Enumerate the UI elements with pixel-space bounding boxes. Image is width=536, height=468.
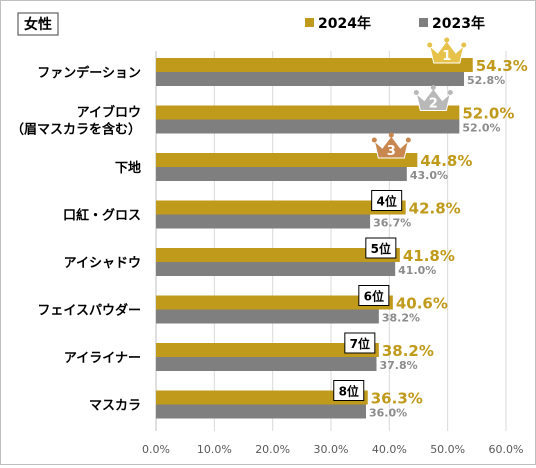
data-label-2023: 38.2% <box>382 312 420 325</box>
category-label: アイライナー <box>64 351 141 366</box>
category-label: 下地 <box>115 160 141 176</box>
crown-jewel <box>405 137 411 143</box>
x-tick-label: 0.0% <box>142 443 170 456</box>
rank-label: 2 <box>429 97 438 112</box>
category-label: マスカラ <box>89 399 141 414</box>
data-label-2023: 52.8% <box>467 74 505 87</box>
bar-2024 <box>156 343 379 357</box>
crown-jewel <box>461 42 467 48</box>
bar-2024 <box>156 105 460 120</box>
data-label-2024: 40.6% <box>396 295 448 313</box>
rank-label: 4位 <box>376 194 396 209</box>
bar-2024 <box>156 200 406 215</box>
crown-icon <box>428 40 465 64</box>
data-label-2024: 38.2% <box>382 342 434 360</box>
data-label-2024: 44.8% <box>420 152 472 170</box>
crown-jewel <box>427 42 433 48</box>
data-label-2023: 41.0% <box>398 264 436 277</box>
bar-2023 <box>156 72 464 86</box>
rank-label: 3 <box>387 144 396 159</box>
bar-2023 <box>156 167 407 181</box>
data-label-2023: 52.0% <box>462 122 500 135</box>
bar-2023 <box>156 119 460 134</box>
data-label-2023: 36.7% <box>373 217 411 230</box>
crown-jewel <box>371 137 377 143</box>
bar-2023 <box>156 404 366 419</box>
bar-2024 <box>156 390 368 405</box>
rank-label: 1 <box>442 49 451 64</box>
data-label-2024: 42.8% <box>409 200 461 218</box>
legend-label: 2024年 <box>318 15 371 32</box>
bar-2024 <box>156 295 393 310</box>
data-label-2024: 52.0% <box>462 105 514 123</box>
crown-icon <box>415 87 452 111</box>
bar-2023 <box>156 214 371 229</box>
rank-box <box>371 190 403 211</box>
data-label-2024: 36.3% <box>371 390 423 408</box>
crown-icon <box>373 135 410 159</box>
rank-box <box>333 380 365 401</box>
rank-box <box>358 285 390 306</box>
legend-swatch <box>305 18 314 27</box>
rank-box <box>365 237 397 259</box>
legend-label: 2023年 <box>432 15 485 32</box>
crown-jewel <box>430 85 436 90</box>
data-label-2024: 54.3% <box>476 57 528 75</box>
x-tick-label: 20.0% <box>255 443 290 456</box>
bar-2024 <box>156 58 473 72</box>
data-label-2024: 41.8% <box>403 247 455 265</box>
category-label: アイシャドウ <box>64 256 141 271</box>
title-box <box>17 12 59 36</box>
x-tick-label: 50.0% <box>430 443 465 456</box>
bar-2023 <box>156 357 377 371</box>
rank-box <box>344 332 376 354</box>
chart-title: 女性 <box>24 16 52 33</box>
x-tick-label: 40.0% <box>372 443 407 456</box>
category-label: （眉マスカラを含む） <box>11 122 141 138</box>
category-label: フェイスパウダー <box>37 303 141 319</box>
x-tick-label: 60.0% <box>489 443 524 456</box>
x-tick-label: 30.0% <box>314 443 349 456</box>
crown-jewel <box>447 90 453 95</box>
crown-jewel <box>444 37 450 43</box>
rank-label: 5位 <box>371 241 391 256</box>
legend-swatch <box>419 18 428 27</box>
category-label: アイブロウ <box>77 105 141 121</box>
crown-jewel <box>388 132 394 138</box>
rank-label: 7位 <box>350 336 370 351</box>
data-label-2023: 36.0% <box>369 407 407 420</box>
bar-2024 <box>156 248 400 262</box>
data-label-2023: 43.0% <box>410 169 448 182</box>
bar-2023 <box>156 309 379 324</box>
bar-2024 <box>156 153 418 167</box>
category-label: ファンデーション <box>37 65 141 81</box>
rank-label: 8位 <box>339 384 359 399</box>
data-label-2023: 37.8% <box>380 359 418 372</box>
x-tick-label: 10.0% <box>197 443 232 456</box>
bar-2023 <box>156 262 396 276</box>
crown-jewel <box>413 90 419 95</box>
rank-label: 6位 <box>364 289 384 304</box>
category-label: 口紅・グロス <box>63 208 141 224</box>
